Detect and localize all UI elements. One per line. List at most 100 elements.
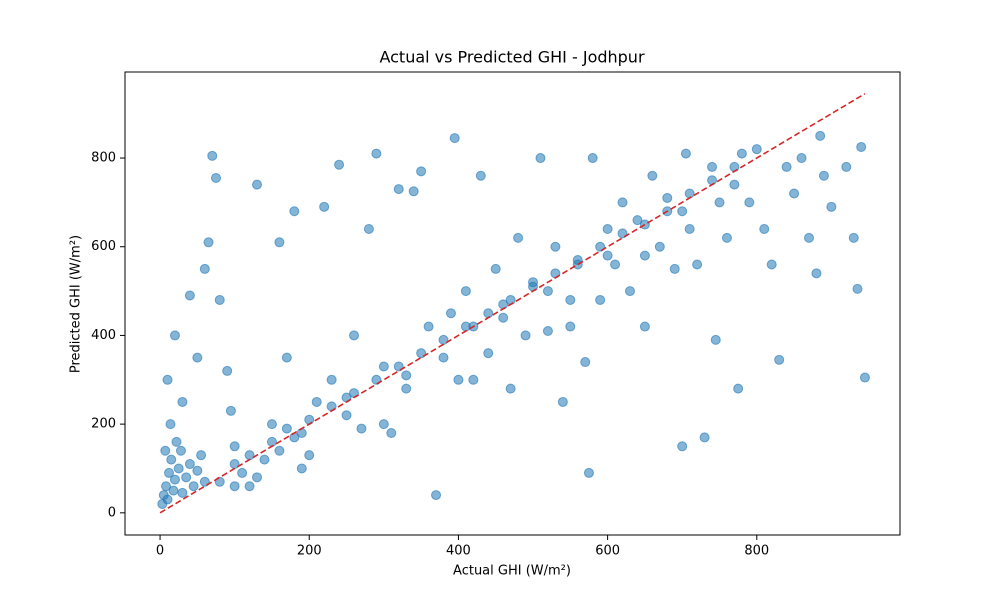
point [841, 161, 852, 172]
point [736, 148, 747, 159]
point [161, 481, 172, 492]
x-tick-label: 400 [446, 544, 471, 559]
point [164, 467, 175, 478]
point [229, 481, 240, 492]
point [852, 283, 863, 294]
point [692, 259, 703, 270]
point [818, 170, 829, 181]
point [431, 490, 442, 501]
point [266, 436, 277, 447]
point [520, 330, 531, 341]
point [483, 308, 494, 319]
point [207, 150, 218, 161]
point [498, 312, 509, 323]
point [565, 321, 576, 332]
point [624, 286, 635, 297]
point [789, 188, 800, 199]
point [252, 179, 263, 190]
y-tick-label: 400 [91, 328, 116, 343]
point [505, 383, 516, 394]
point [815, 130, 826, 141]
point [460, 286, 471, 297]
point [565, 294, 576, 305]
point [211, 172, 222, 183]
point [468, 374, 479, 385]
point [595, 294, 606, 305]
point [610, 259, 621, 270]
point [684, 223, 695, 234]
point [557, 396, 568, 407]
point [542, 325, 553, 336]
point [460, 321, 471, 332]
point [587, 153, 598, 164]
point [259, 454, 270, 465]
point [617, 197, 628, 208]
point [733, 383, 744, 394]
point [677, 441, 688, 452]
point [274, 237, 285, 248]
point [632, 215, 643, 226]
point [319, 201, 330, 212]
point [535, 153, 546, 164]
point [184, 459, 195, 470]
point [181, 472, 192, 483]
x-tick-label: 800 [744, 544, 769, 559]
point [169, 474, 180, 485]
point [583, 467, 594, 478]
point [707, 161, 718, 172]
point [438, 352, 449, 363]
point [166, 454, 177, 465]
identity-line [159, 93, 866, 514]
point [169, 330, 180, 341]
point [759, 223, 770, 234]
point [445, 308, 456, 319]
y-tick-label: 0 [108, 505, 116, 520]
point [811, 268, 822, 279]
point [341, 410, 352, 421]
point [196, 450, 207, 461]
point [453, 374, 464, 385]
point [311, 396, 322, 407]
x-axis-label: Actual GHI (W/m²) [453, 564, 571, 579]
point [721, 232, 732, 243]
point [490, 263, 501, 274]
point [168, 485, 179, 496]
point [177, 396, 188, 407]
point [416, 166, 427, 177]
point [677, 206, 688, 217]
point [602, 250, 613, 261]
point [751, 144, 762, 155]
point [162, 374, 173, 385]
point [639, 250, 650, 261]
point [714, 197, 725, 208]
point [356, 423, 367, 434]
chart-title: Actual vs Predicted GHI - Jodhpur [379, 48, 644, 67]
point [281, 352, 292, 363]
point [639, 321, 650, 332]
point [774, 354, 785, 365]
point [542, 286, 553, 297]
point [363, 223, 374, 234]
point [580, 357, 591, 368]
point [408, 186, 419, 197]
point [160, 445, 171, 456]
point [304, 450, 315, 461]
point [449, 133, 460, 144]
point [859, 372, 870, 383]
point [165, 419, 176, 430]
y-tick-label: 800 [91, 151, 116, 166]
point [505, 294, 516, 305]
point [401, 383, 412, 394]
point [289, 432, 300, 443]
point [188, 481, 199, 492]
point [639, 219, 650, 230]
point [684, 188, 695, 199]
point [378, 361, 389, 372]
plot-frame [124, 71, 901, 536]
point [192, 352, 203, 363]
point [171, 436, 182, 447]
point [729, 179, 740, 190]
point [856, 141, 867, 152]
point [348, 330, 359, 341]
point [203, 237, 214, 248]
